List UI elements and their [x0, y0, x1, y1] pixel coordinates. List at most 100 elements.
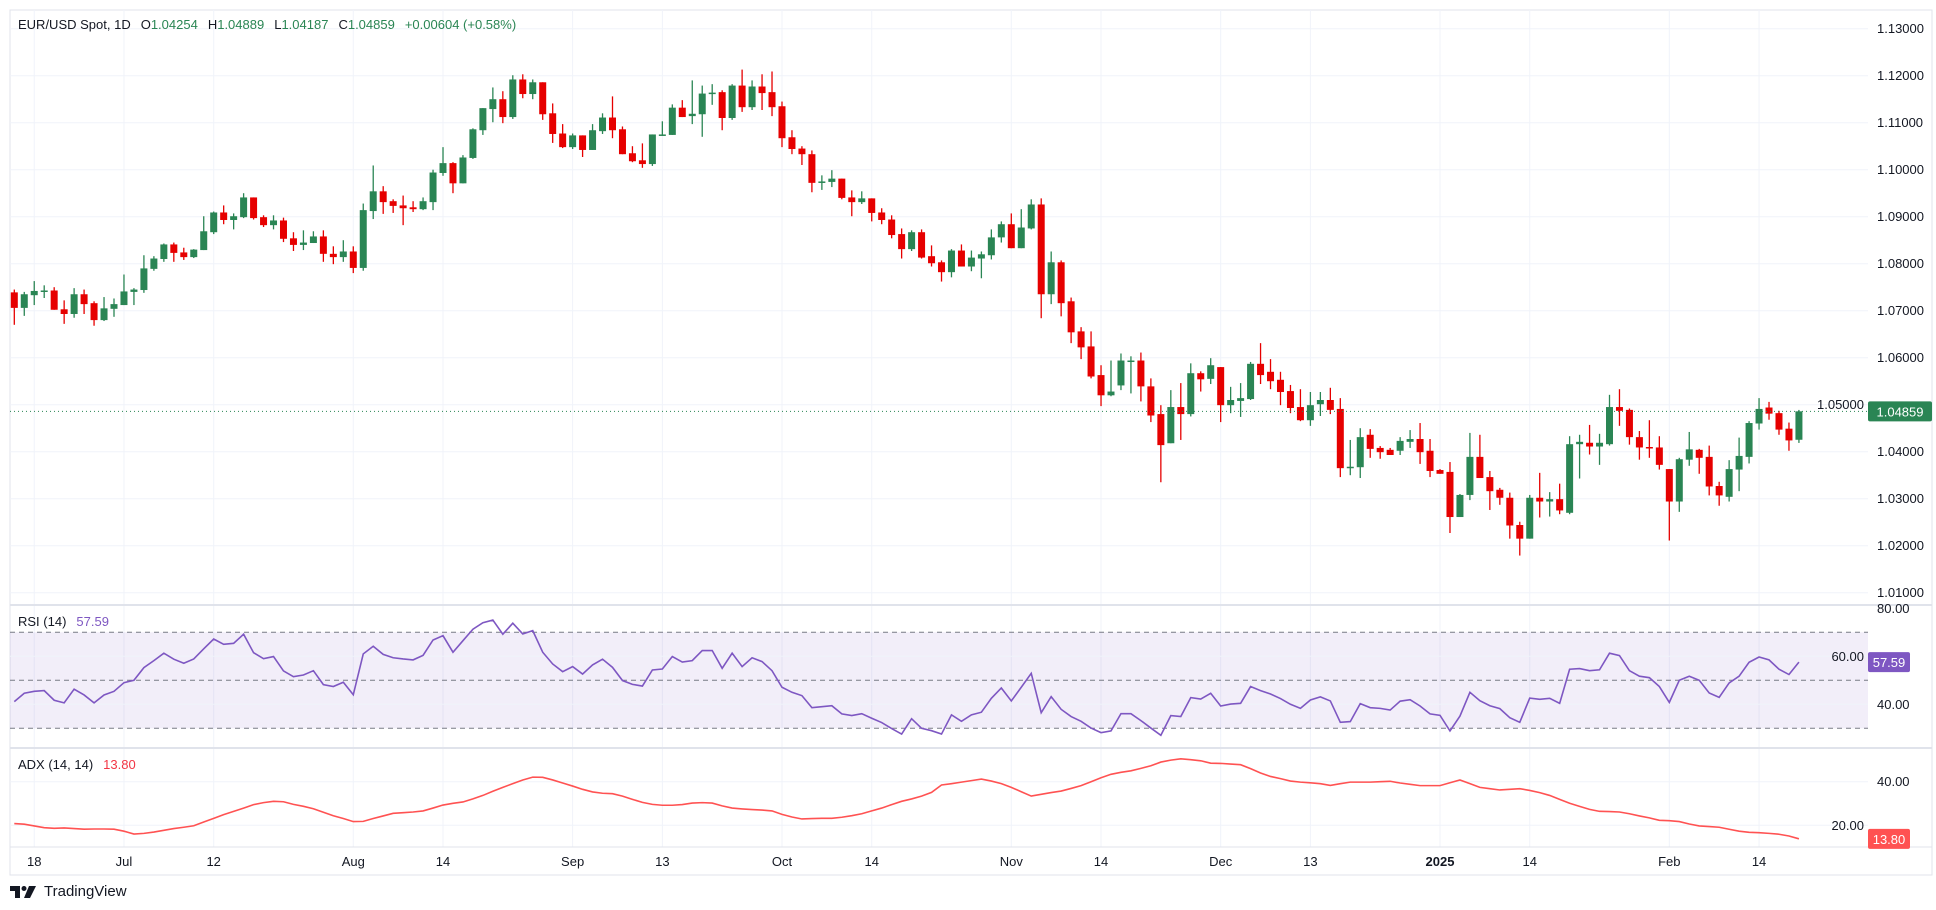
candle-down[interactable] — [1556, 483, 1564, 515]
candle-down[interactable] — [1715, 481, 1723, 506]
candle-down[interactable] — [957, 244, 965, 267]
candle-down[interactable] — [1536, 472, 1544, 518]
candle-down[interactable] — [1655, 436, 1663, 470]
candle-down[interactable] — [848, 190, 856, 217]
candle-up[interactable] — [1606, 394, 1613, 446]
candle-up[interactable] — [997, 221, 1005, 243]
candle-down[interactable] — [1665, 469, 1673, 541]
candle-up[interactable] — [977, 251, 985, 279]
candle-down[interactable] — [918, 229, 926, 259]
candle-up[interactable] — [479, 108, 487, 135]
candle-up[interactable] — [1247, 361, 1255, 400]
candle-up[interactable] — [648, 134, 656, 166]
candle-up[interactable] — [1017, 209, 1025, 249]
candle-up[interactable] — [1795, 409, 1803, 443]
candle-up[interactable] — [1027, 199, 1035, 230]
rsi-line[interactable] — [13, 619, 1800, 737]
candle-down[interactable] — [1067, 297, 1075, 344]
candle-down[interactable] — [1785, 422, 1793, 451]
candle-up[interactable] — [200, 216, 208, 251]
candle-down[interactable] — [888, 215, 896, 239]
candle-down[interactable] — [1077, 327, 1085, 360]
candle-down[interactable] — [329, 246, 337, 265]
candle-up[interactable] — [1745, 421, 1753, 464]
candle-down[interactable] — [768, 71, 776, 117]
candle-down[interactable] — [838, 178, 846, 200]
candle-up[interactable] — [459, 155, 467, 184]
adx-line[interactable] — [14, 758, 1800, 840]
candle-down[interactable] — [449, 162, 457, 194]
candle-down[interactable] — [1286, 384, 1294, 414]
candle-up[interactable] — [110, 298, 118, 317]
candle-up[interactable] — [1316, 392, 1324, 416]
candle-down[interactable] — [618, 126, 626, 155]
candle-down[interactable] — [928, 245, 936, 267]
candle-down[interactable] — [1217, 367, 1225, 423]
candle-down[interactable] — [1276, 371, 1284, 406]
candle-up[interactable] — [529, 79, 537, 100]
candle-down[interactable] — [289, 232, 297, 252]
candle-up[interactable] — [589, 124, 597, 150]
candle-up[interactable] — [668, 104, 676, 135]
candle-up[interactable] — [1596, 433, 1604, 465]
candle-up[interactable] — [1107, 360, 1115, 397]
candle-down[interactable] — [878, 208, 886, 225]
candle-down[interactable] — [90, 301, 98, 326]
candle-down[interactable] — [1625, 408, 1633, 445]
candle-down[interactable] — [1486, 470, 1494, 510]
candle-up[interactable] — [1047, 251, 1055, 305]
candle-down[interactable] — [1446, 462, 1454, 534]
candle-up[interactable] — [1456, 494, 1464, 518]
candle-up[interactable] — [1207, 358, 1215, 385]
candle-up[interactable] — [908, 230, 916, 252]
candle-down[interactable] — [1426, 439, 1434, 478]
candle-up[interactable] — [688, 80, 696, 125]
candle-down[interactable] — [1366, 429, 1374, 458]
candle-up[interactable] — [987, 229, 995, 260]
candle-up[interactable] — [1356, 428, 1364, 479]
candle-down[interactable] — [1506, 492, 1514, 539]
candle-down[interactable] — [1326, 387, 1334, 415]
candle-up[interactable] — [1167, 390, 1175, 444]
candle-up[interactable] — [967, 250, 975, 272]
candle-up[interactable] — [1396, 437, 1404, 455]
candle-down[interactable] — [1496, 487, 1504, 505]
candle-down[interactable] — [1705, 445, 1713, 496]
candle-up[interactable] — [210, 211, 218, 235]
tradingview-brand[interactable]: TradingView — [10, 883, 127, 900]
candle-up[interactable] — [240, 193, 248, 219]
candle-up[interactable] — [748, 80, 756, 111]
candle-up[interactable] — [20, 291, 28, 316]
candle-down[interactable] — [798, 146, 806, 165]
candle-down[interactable] — [389, 199, 397, 213]
candle-up[interactable] — [818, 175, 826, 190]
candle-down[interactable] — [1087, 331, 1095, 379]
candle-up[interactable] — [419, 197, 427, 211]
candle-up[interactable] — [339, 240, 347, 262]
candle-down[interactable] — [1257, 343, 1265, 385]
candle-down[interactable] — [938, 260, 946, 282]
candle-down[interactable] — [758, 74, 766, 111]
candle-down[interactable] — [250, 197, 258, 220]
candle-down[interactable] — [1645, 420, 1653, 458]
candle-down[interactable] — [170, 242, 178, 262]
candle-up[interactable] — [160, 243, 168, 262]
candle-down[interactable] — [1615, 389, 1623, 426]
candle-up[interactable] — [230, 213, 238, 230]
candle-down[interactable] — [678, 100, 686, 118]
candle-down[interactable] — [80, 289, 88, 314]
candle-up[interactable] — [469, 128, 477, 159]
candle-up[interactable] — [1566, 436, 1574, 515]
candle-up[interactable] — [658, 121, 666, 136]
candle-down[interactable] — [260, 215, 268, 228]
candle-up[interactable] — [299, 230, 307, 251]
candle-down[interactable] — [1436, 469, 1444, 474]
candle-up[interactable] — [1187, 363, 1195, 417]
candle-up[interactable] — [599, 113, 607, 134]
candle-down[interactable] — [1137, 352, 1145, 402]
candle-up[interactable] — [140, 255, 148, 293]
candle-down[interactable] — [1416, 423, 1424, 464]
rsi-title[interactable]: RSI (14) — [18, 614, 67, 629]
candle-up[interactable] — [1227, 386, 1235, 414]
candle-down[interactable] — [1635, 431, 1643, 460]
